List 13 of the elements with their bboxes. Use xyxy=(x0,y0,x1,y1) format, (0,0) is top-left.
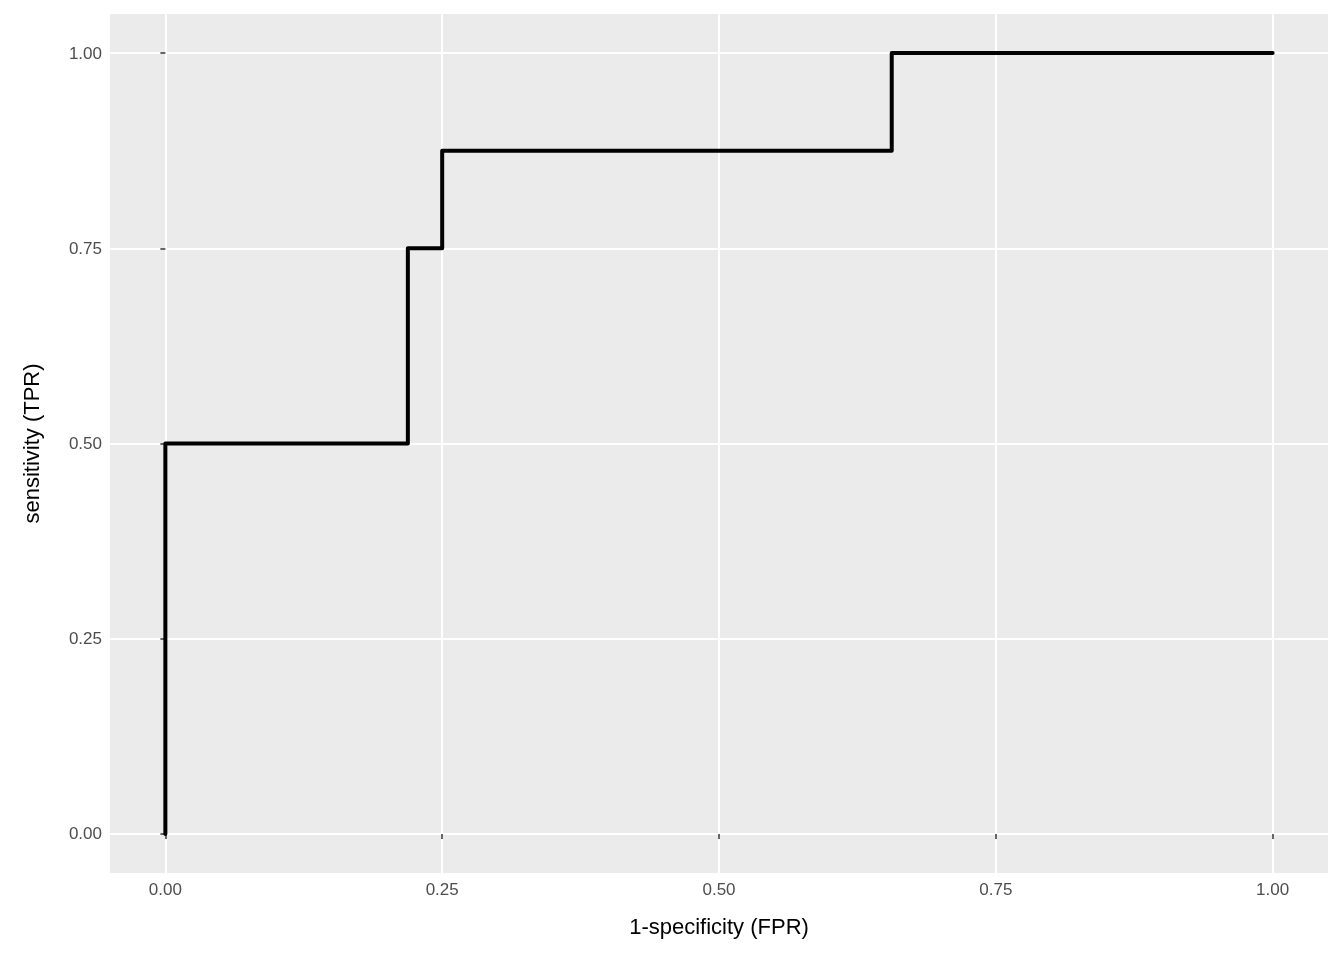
y-tick-label: 0.75 xyxy=(68,238,102,258)
y-tick-label: 0.25 xyxy=(68,629,102,649)
x-tick-label: 0.00 xyxy=(148,880,182,899)
line-series xyxy=(163,51,1275,836)
x-tick-label: 0.75 xyxy=(979,880,1013,899)
x-tick-label: 1.00 xyxy=(1256,880,1290,899)
y-tick-label: 0.50 xyxy=(68,434,102,453)
x-tick-label: 0.50 xyxy=(702,880,736,899)
y-tick-label: 0.00 xyxy=(68,824,102,844)
x-tick-label: 0.25 xyxy=(425,880,459,899)
x-axis-title: 1-specificity (FPR) xyxy=(629,913,809,939)
y-tick-label: 1.00 xyxy=(68,43,102,63)
y-axis-title: sensitivity (TPR) xyxy=(18,363,44,524)
